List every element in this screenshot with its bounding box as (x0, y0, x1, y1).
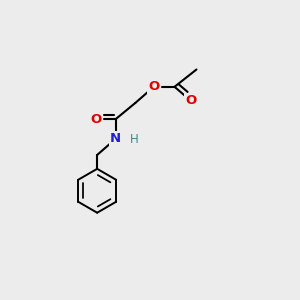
Text: O: O (148, 80, 159, 93)
Text: O: O (185, 94, 196, 107)
Text: H: H (130, 133, 139, 146)
Text: O: O (90, 113, 102, 126)
Text: N: N (110, 132, 121, 145)
